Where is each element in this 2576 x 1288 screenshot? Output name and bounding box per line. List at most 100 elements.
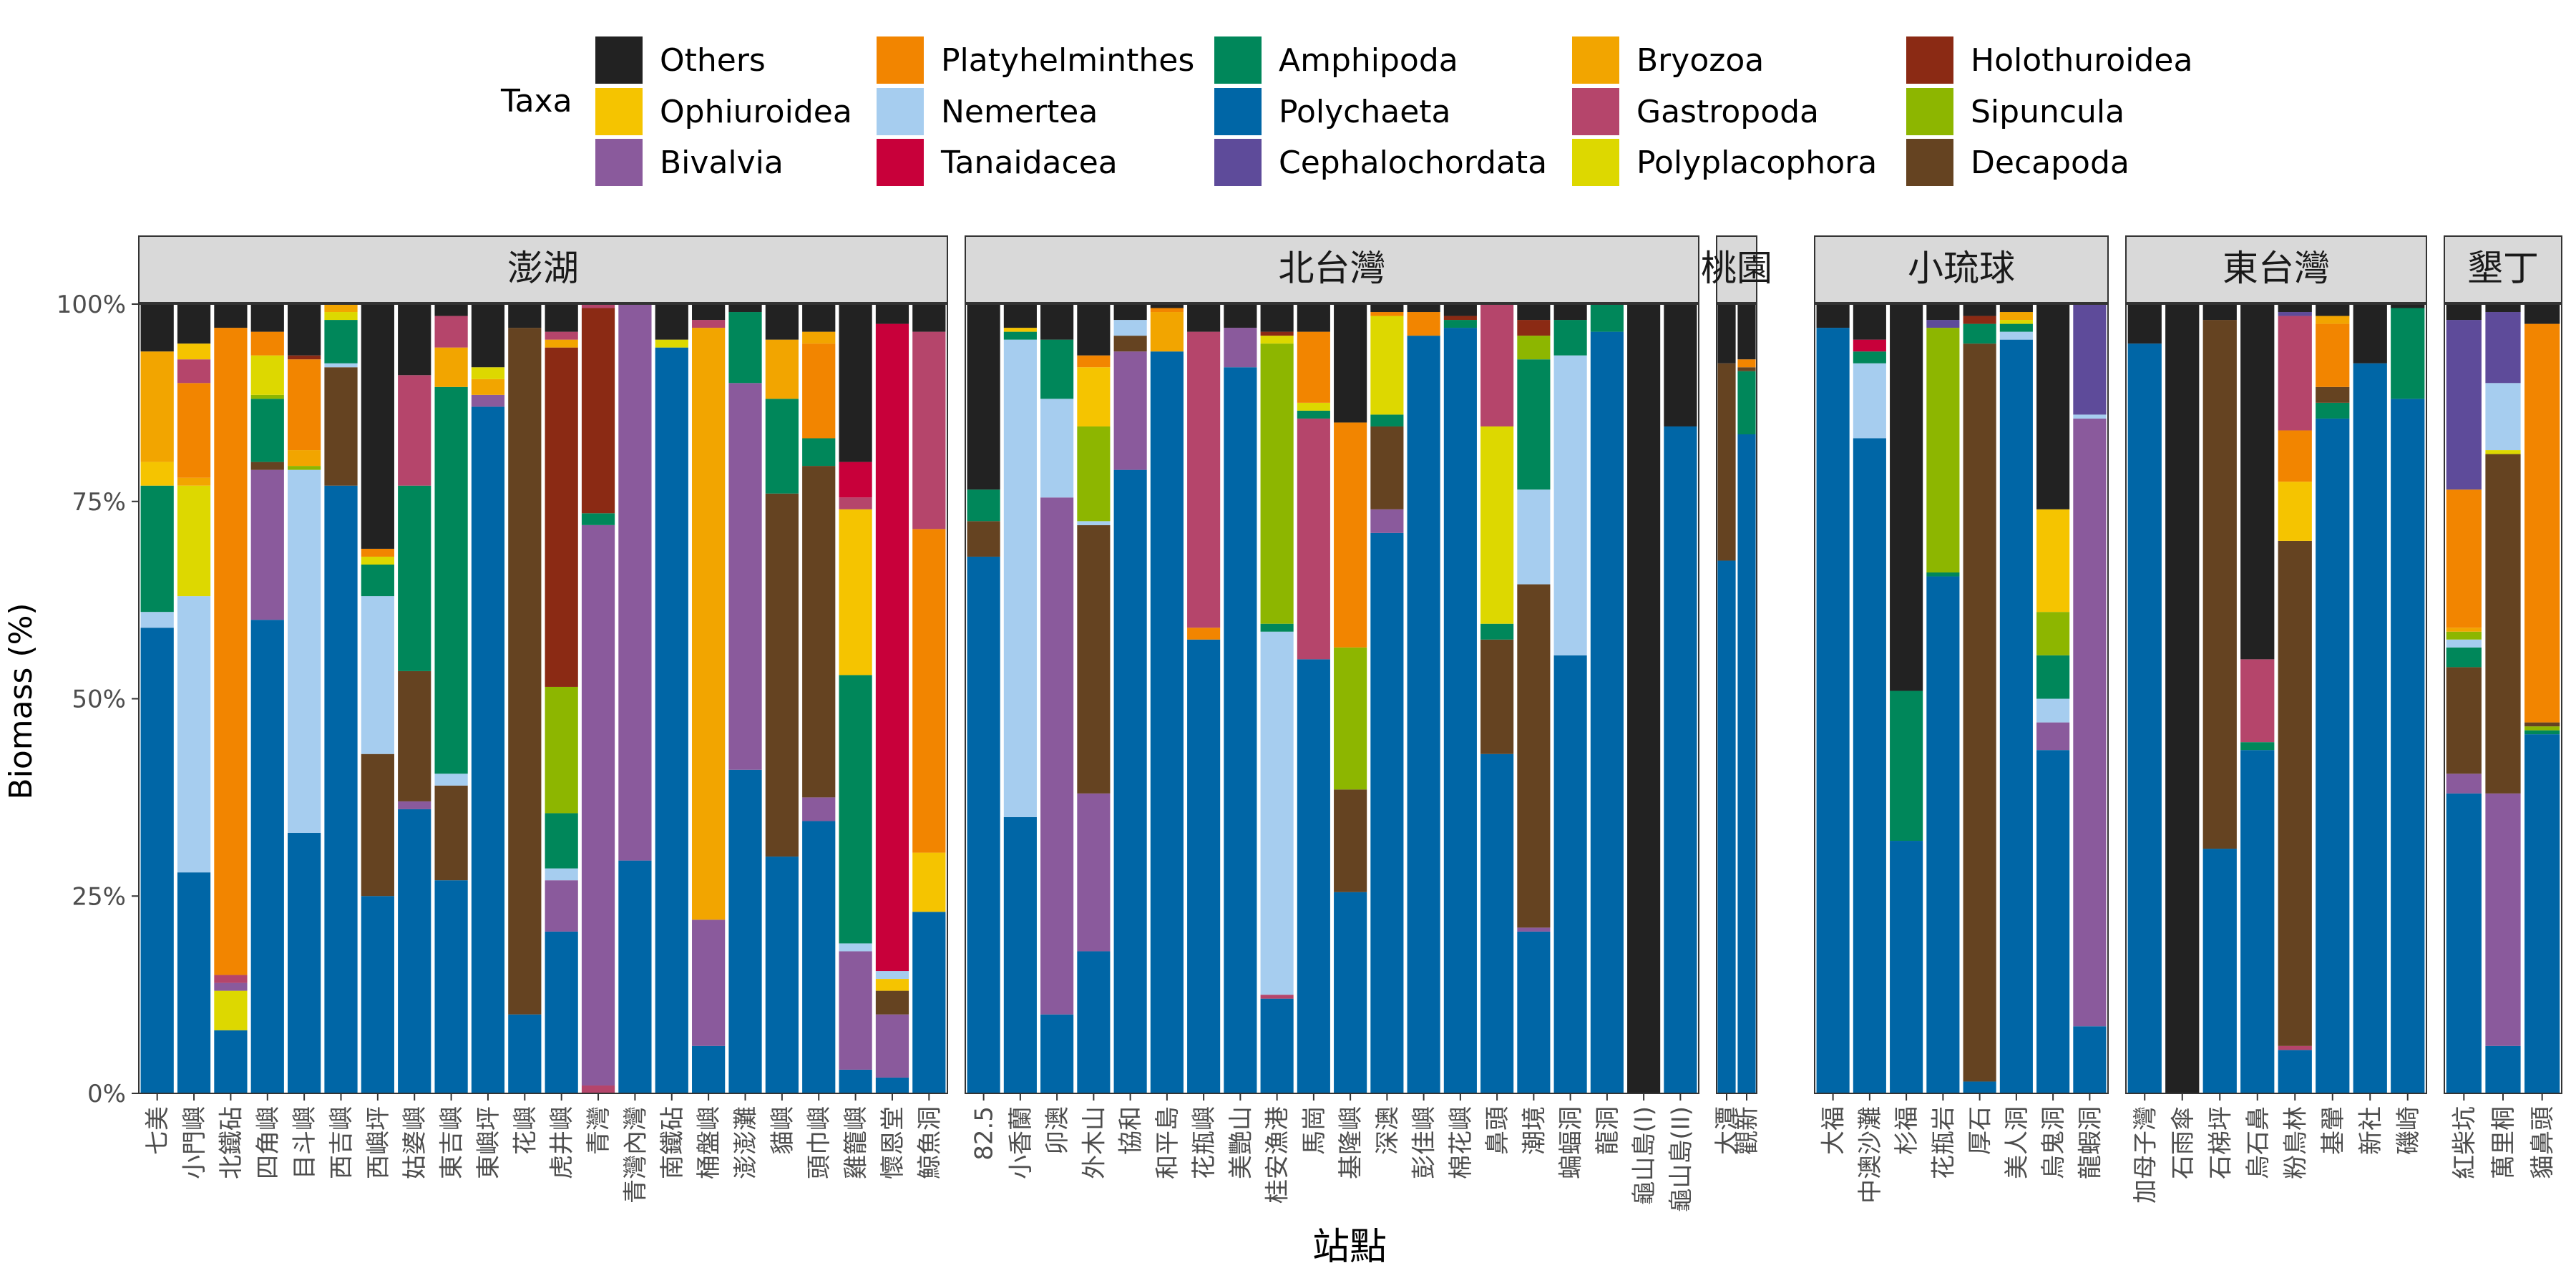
bar-segment-nemertea — [1853, 363, 1886, 439]
bar-segment-polychaeta — [618, 860, 652, 1093]
bar-segment-others — [1664, 304, 1697, 426]
legend-label-platyhelminthes: Platyhelminthes — [941, 42, 1194, 79]
bar-- — [1999, 304, 2033, 1093]
bar-segment-holothuroidea — [1963, 316, 1996, 324]
bar-segment-gastropoda — [177, 359, 211, 384]
x-tick-label: 烏鬼洞 — [2039, 1106, 2068, 1179]
x-tick-label: 和平島 — [1153, 1106, 1182, 1179]
bar-- — [2446, 304, 2482, 1093]
x-tick-label: 貓嶼 — [769, 1106, 797, 1155]
legend-swatch-ophiuroidea — [595, 88, 643, 135]
x-tick-label: 粉鳥林 — [2281, 1106, 2310, 1179]
bar-segment-sipuncula — [2446, 631, 2482, 640]
bar-segment-nemertea — [2485, 383, 2521, 451]
bar-- — [912, 304, 946, 1093]
bar-segment-others — [2278, 304, 2312, 313]
legend-swatch-bryozoa — [1572, 36, 1619, 84]
bar-segment-bryozoa — [765, 339, 799, 399]
bar-segment-decapoda — [2524, 722, 2560, 727]
bar-segment-bryozoa — [545, 339, 578, 348]
bar-segment-others — [398, 304, 431, 376]
bar-segment-polyplacophora — [655, 339, 688, 348]
bar-segment-ophiuroidea — [839, 509, 872, 675]
bar-- — [655, 304, 688, 1093]
bar-- — [1443, 304, 1477, 1094]
bar-- — [581, 304, 615, 1093]
bar-segment-gastropoda — [912, 331, 946, 530]
bar-- — [2316, 304, 2350, 1093]
bar-segment-platyhelminthes — [2446, 489, 2482, 628]
x-tick-label: 潮境 — [1520, 1106, 1548, 1155]
bar-segment-sipuncula — [1926, 328, 1960, 573]
legend-label-others: Others — [660, 42, 766, 79]
x-tick-label: 南鐵砧 — [658, 1106, 687, 1179]
bar-segment-holothuroidea — [1517, 320, 1551, 336]
bar-segment-others — [912, 304, 946, 332]
bar-segment-others — [1150, 304, 1184, 308]
panel-2: 北台灣 82.5 小香蘭 卯澳 外木山 協和 和平島 花瓶嶼 美艷山 桂安漁港 馬崗 基隆嶼 深澳 彭佳嶼… — [965, 235, 1699, 1213]
bar-segment-others — [2165, 304, 2200, 1093]
bar-segment-polychaeta — [1443, 328, 1477, 1094]
legend-label-ophiuroidea: Ophiuroidea — [660, 94, 852, 130]
bar-segment-polychaeta — [1926, 576, 1960, 1093]
bar--i- — [1627, 304, 1661, 1093]
bar-segment-nemertea — [545, 868, 578, 881]
bar-segment-bivalvia — [2036, 722, 2070, 751]
bar-segment-bivalvia — [1370, 509, 1404, 533]
bar-- — [728, 304, 762, 1093]
bar-segment-others — [250, 304, 284, 332]
bar-segment-polychaeta — [1187, 639, 1221, 1093]
bar-- — [1590, 304, 1624, 1094]
bar-segment-others — [2240, 304, 2275, 660]
x-tick-label: 龜山島(II) — [1667, 1106, 1695, 1213]
bar-segment-polychaeta — [398, 809, 431, 1093]
bar-segment-others — [1407, 304, 1440, 313]
bar-segment-others — [361, 304, 394, 549]
bar-segment-others — [545, 304, 578, 332]
legend-swatch-nemertea — [877, 88, 924, 135]
bar-segment-others — [1853, 304, 1886, 340]
bar--ii- — [1664, 304, 1697, 1093]
bar-segment-polyplacophora — [1297, 402, 1330, 411]
bar-segment-gastropoda — [1260, 995, 1294, 999]
bar-segment-amphipoda — [1517, 359, 1551, 490]
bar-segment-gastropoda — [2278, 1045, 2312, 1050]
bar-segment-nemertea — [177, 596, 211, 873]
bar-segment-amphipoda — [728, 312, 762, 384]
legend-swatch-polychaeta — [1214, 88, 1262, 135]
bar-segment-nemertea — [288, 469, 321, 834]
bar-segment-amphipoda — [2446, 647, 2482, 668]
bar-- — [177, 304, 211, 1093]
bar-segment-bivalvia — [692, 919, 726, 1046]
bar-segment-polychaeta — [1370, 532, 1404, 1093]
bar-segment-nemertea — [1040, 399, 1074, 498]
bar-segment-sipuncula — [1334, 647, 1367, 790]
bar-- — [1224, 304, 1257, 1093]
bar-segment-bivalvia — [802, 797, 836, 821]
bar-segment-nemertea — [839, 943, 872, 952]
bar-segment-others — [1816, 304, 1850, 328]
bar-segment-sipuncula — [250, 394, 284, 399]
facet-strip — [2444, 235, 2562, 303]
bar-segment-holothuroidea — [288, 355, 321, 360]
bar-segment-decapoda — [2202, 320, 2237, 849]
bar-segment-polychaeta — [875, 1077, 909, 1093]
bar-segment-decapoda — [324, 367, 358, 486]
bar-segment-polychaeta — [1590, 331, 1624, 1094]
y-tick-label: 75% — [72, 488, 126, 517]
bar-segment-polychaeta — [214, 1030, 248, 1093]
y-tick-label: 0% — [87, 1080, 126, 1108]
bar-segment-bivalvia — [214, 982, 248, 991]
bar-segment-others — [692, 304, 726, 321]
bar-segment-others — [1003, 304, 1037, 328]
bar-segment-polychaeta — [1553, 655, 1587, 1093]
legend-swatch-platyhelminthes — [877, 36, 924, 84]
legend-swatch-decapoda — [1906, 139, 1953, 186]
bar-segment-bivalvia — [728, 383, 762, 770]
bar-segment-bivalvia — [839, 951, 872, 1070]
bar-segment-amphipoda — [1443, 320, 1477, 328]
bar-segment-nemertea — [434, 774, 468, 786]
bar-segment-bivalvia — [2073, 418, 2107, 1027]
bar-segment-others — [177, 304, 211, 344]
